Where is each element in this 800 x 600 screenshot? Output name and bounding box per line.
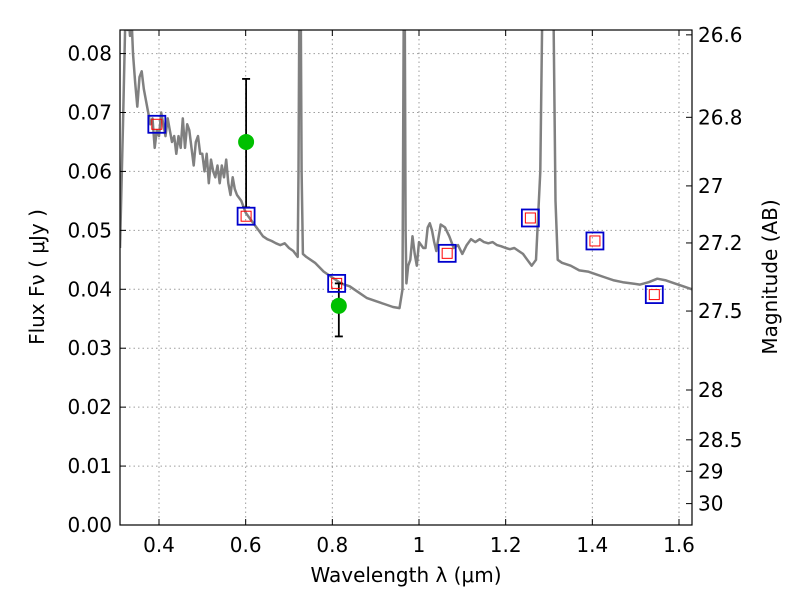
x-tick-label: 0.4 <box>143 533 175 557</box>
right-tick-label: 26.8 <box>698 105 743 129</box>
right-tick-label: 28.5 <box>698 428 743 452</box>
y-tick-label: 0.03 <box>67 336 112 360</box>
right-tick-label: 28 <box>698 378 723 402</box>
right-axis-title: Magnitude (AB) <box>758 199 782 354</box>
model-point-inner <box>648 289 660 301</box>
model-point-outer <box>437 243 457 263</box>
tick-layer: 0.4 0.6 0.8 1 1.2 1.4 1.6 0.00 0.01 0.02 0.03 0.04 0… <box>67 23 742 557</box>
right-tick-label: 27.2 <box>698 231 743 255</box>
y-tick-label: 0.08 <box>67 42 112 66</box>
model-point-inner <box>589 235 601 247</box>
model-point-outer <box>236 206 256 226</box>
model-point-inner <box>331 277 343 289</box>
right-tick-label: 29 <box>698 459 723 483</box>
model-point-outer <box>327 273 347 293</box>
right-tick-label: 30 <box>698 492 723 516</box>
model-point-outer <box>520 208 540 228</box>
right-tick-label: 27 <box>698 174 723 198</box>
template-spectrum-line <box>120 30 692 310</box>
model-point-inner <box>441 247 453 259</box>
grid-layer <box>120 30 692 526</box>
model-point-outer <box>585 231 605 251</box>
x-tick-label: 0.6 <box>230 533 262 557</box>
x-tick-label: 1.2 <box>490 533 522 557</box>
right-tick-label: 27.5 <box>698 299 743 323</box>
y-tick-label: 0.04 <box>67 277 112 301</box>
x-axis-title: Wavelength λ (μm) <box>310 563 501 587</box>
model-point-outer <box>147 114 167 134</box>
y-tick-label: 0.06 <box>67 159 112 183</box>
y-tick-label: 0.02 <box>67 395 112 419</box>
y-axis-title: Flux Fν ( μJy ) <box>25 209 49 345</box>
y-tick-label: 0.07 <box>67 101 112 125</box>
observed-point <box>238 133 255 150</box>
y-tick-label: 0.00 <box>67 513 112 537</box>
y-tick-label: 0.01 <box>67 454 112 478</box>
spectrum-layer <box>120 30 692 310</box>
y-tick-label: 0.05 <box>67 218 112 242</box>
model-point-inner <box>524 212 536 224</box>
marker-layer <box>147 78 664 338</box>
model-point-inner <box>151 118 163 130</box>
observed-point <box>330 297 347 314</box>
plot-frame <box>119 29 693 526</box>
x-tick-label: 1 <box>413 533 426 557</box>
x-tick-label: 1.6 <box>663 533 695 557</box>
x-tick-label: 0.8 <box>316 533 348 557</box>
x-tick-label: 1.4 <box>576 533 608 557</box>
model-point-outer <box>644 285 664 304</box>
model-point-inner <box>240 210 252 222</box>
right-tick-label: 26.6 <box>698 23 743 47</box>
